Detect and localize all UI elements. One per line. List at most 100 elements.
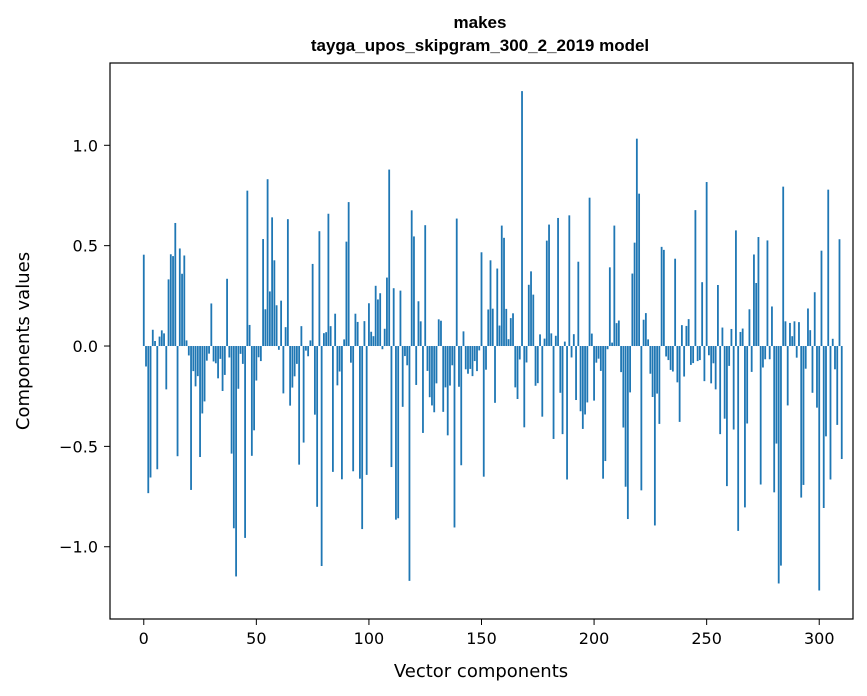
bar [737, 346, 740, 531]
bar [295, 346, 298, 364]
bar [780, 346, 782, 566]
bar [487, 309, 490, 347]
bar [728, 346, 731, 366]
bar [343, 339, 346, 347]
bar [539, 334, 541, 347]
bar [838, 239, 841, 347]
bar [753, 254, 755, 347]
bar [221, 346, 224, 391]
bar [599, 346, 602, 371]
chart-title: makes [454, 13, 507, 32]
bar [331, 346, 334, 472]
bar [834, 346, 836, 370]
plot-frame [109, 62, 854, 620]
bar [825, 346, 827, 437]
bar [311, 263, 314, 347]
bar [181, 273, 183, 347]
bar [187, 346, 190, 356]
bar [696, 346, 699, 362]
bar [671, 346, 674, 372]
bar [397, 346, 400, 519]
bar [176, 346, 179, 457]
bar [620, 346, 622, 373]
bar [154, 341, 156, 347]
bar [363, 321, 366, 347]
bar [669, 346, 672, 370]
bar [469, 346, 472, 369]
bar [408, 346, 411, 581]
bar [703, 346, 706, 382]
bar [656, 346, 659, 394]
bar [307, 346, 310, 357]
bar [147, 346, 150, 494]
bar [793, 321, 796, 347]
bar [480, 252, 483, 347]
bar [482, 346, 485, 477]
bar [163, 333, 165, 347]
x-tick-label: 250 [691, 629, 722, 648]
bar [739, 331, 742, 347]
bar [516, 346, 519, 400]
bar [604, 346, 607, 462]
bar [786, 346, 789, 406]
bar [415, 346, 418, 385]
bar [566, 346, 568, 480]
bar [341, 346, 343, 480]
bar [726, 346, 728, 487]
bar [491, 308, 494, 347]
bar [350, 346, 352, 363]
bar [379, 293, 382, 347]
x-tick-label: 0 [139, 629, 149, 648]
bar [406, 346, 409, 366]
bar [449, 346, 451, 386]
bar [426, 346, 429, 371]
bar [804, 346, 807, 369]
bar [433, 346, 436, 413]
bar [388, 169, 391, 347]
bar [282, 346, 285, 394]
bar [437, 319, 440, 347]
bar [674, 258, 677, 347]
bar [802, 346, 805, 485]
bar [446, 346, 449, 436]
bar [750, 346, 753, 372]
bar [647, 339, 650, 347]
bar [178, 248, 181, 347]
bar [644, 313, 647, 347]
bar [631, 273, 634, 347]
bar [228, 346, 231, 358]
bar [322, 333, 325, 347]
bar [570, 346, 573, 358]
bar [789, 322, 791, 347]
bar [192, 346, 195, 372]
bar [370, 331, 373, 347]
bar [626, 346, 629, 520]
bar [142, 254, 145, 347]
bar [361, 346, 364, 530]
bar [476, 346, 478, 372]
bar [678, 346, 681, 422]
bar [701, 282, 704, 347]
bar [541, 346, 544, 417]
bar [588, 197, 591, 347]
bar [584, 346, 586, 415]
bar [577, 261, 580, 347]
bar [831, 338, 834, 347]
bar [683, 346, 686, 377]
bar [635, 138, 638, 347]
bar [277, 346, 280, 350]
bar [223, 346, 226, 375]
bar [586, 346, 589, 403]
bar [667, 346, 670, 361]
x-tick-label: 200 [579, 629, 610, 648]
bar [593, 346, 595, 401]
bar [329, 326, 332, 347]
bar [653, 346, 656, 526]
bar [680, 325, 683, 347]
bar [417, 301, 420, 347]
y-tick-label: −1.0 [59, 538, 98, 557]
bar [572, 334, 575, 347]
bar [827, 189, 830, 347]
bar [548, 224, 550, 347]
bar [590, 333, 593, 347]
